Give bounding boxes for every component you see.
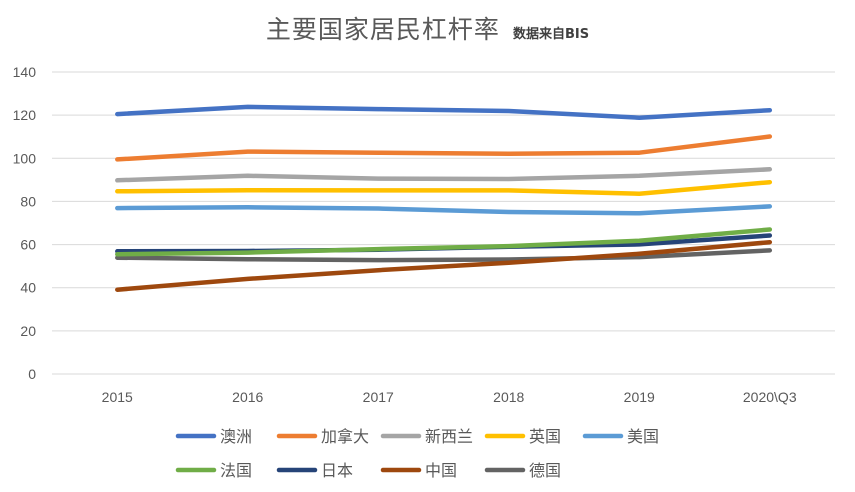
series-line [115,179,773,196]
legend-label: 澳洲 [220,427,252,446]
y-tick-label: 0 [28,366,36,382]
y-tick-label: 60 [20,237,36,253]
series-line [115,134,773,162]
legend-label: 日本 [321,461,353,480]
legend-label: 新西兰 [425,427,473,446]
legend-label: 中国 [425,461,457,480]
legend-label: 加拿大 [321,427,369,446]
legend-label: 英国 [529,427,561,446]
series-line [115,227,773,257]
x-tick-label: 2016 [232,389,263,405]
y-tick-label: 140 [13,64,37,80]
y-tick-label: 120 [13,107,37,123]
series-line [115,104,773,120]
chart-header: 主要国家居民杠杆率 数据来自BIS [0,10,855,46]
y-axis-ticks: 0 20 40 60 80 100 120 140 [13,64,37,382]
x-tick-label: 2017 [363,389,394,405]
series-line [115,204,773,216]
x-tick-label: 2018 [493,389,524,405]
legend-label: 美国 [627,427,659,446]
x-tick-label: 2015 [102,389,133,405]
gridlines [52,71,835,375]
series-lines [115,104,773,292]
series-line [115,239,773,292]
chart-subtitle: 数据来自BIS [513,27,590,42]
legend-label: 德国 [529,461,561,480]
y-tick-label: 40 [20,280,36,296]
legend-label: 法国 [220,461,252,480]
chart-title: 主要国家居民杠杆率 [265,15,500,44]
x-tick-label: 2020\Q3 [743,389,797,405]
x-tick-label: 2019 [624,389,655,405]
y-tick-label: 80 [20,193,36,209]
series-line [115,167,773,183]
x-axis-ticks: 2015 2016 2017 2018 2019 2020\Q3 [102,389,797,405]
y-tick-label: 20 [20,323,36,339]
series-line [115,248,773,263]
y-tick-label: 100 [13,150,37,166]
